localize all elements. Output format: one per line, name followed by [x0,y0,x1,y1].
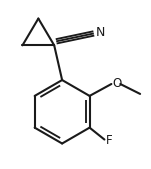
Text: O: O [112,77,122,90]
Text: F: F [105,134,112,147]
Text: N: N [96,26,105,39]
